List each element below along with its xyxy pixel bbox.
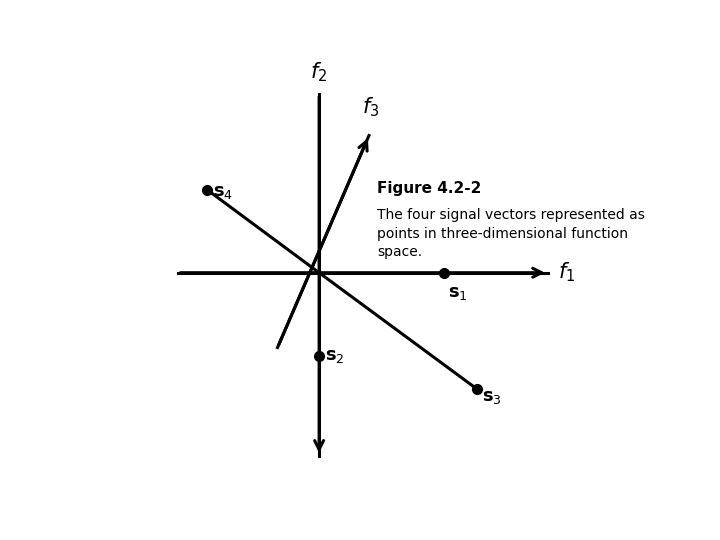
- Text: $\mathbf{s}_{4}$: $\mathbf{s}_{4}$: [213, 183, 233, 201]
- Text: $\mathbf{s}_{3}$: $\mathbf{s}_{3}$: [482, 388, 502, 407]
- Text: $\mathbf{s}_{1}$: $\mathbf{s}_{1}$: [448, 285, 468, 302]
- Text: $f_1$: $f_1$: [558, 261, 575, 285]
- Text: $\mathbf{s}_{2}$: $\mathbf{s}_{2}$: [325, 347, 345, 365]
- Text: Figure 4.2-2: Figure 4.2-2: [377, 181, 482, 196]
- Text: $f_3$: $f_3$: [362, 95, 379, 119]
- Text: $f_2$: $f_2$: [310, 60, 328, 84]
- Text: The four signal vectors represented as
points in three-dimensional function
spac: The four signal vectors represented as p…: [377, 208, 645, 259]
